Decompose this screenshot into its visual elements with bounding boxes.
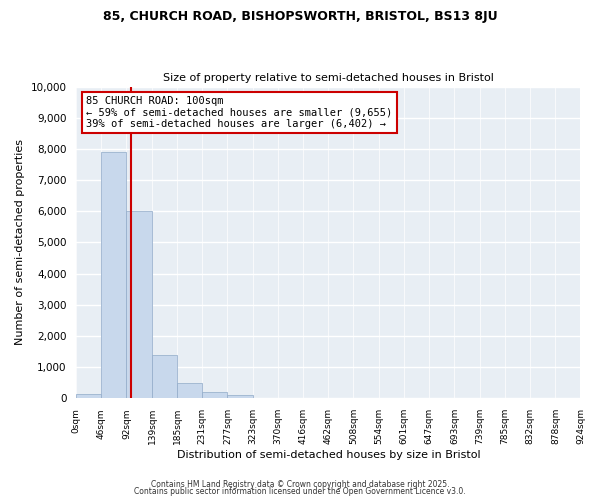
Bar <box>76 394 101 398</box>
Bar <box>152 354 177 399</box>
Bar <box>202 392 227 398</box>
Text: Contains HM Land Registry data © Crown copyright and database right 2025.: Contains HM Land Registry data © Crown c… <box>151 480 449 489</box>
Text: 85, CHURCH ROAD, BISHOPSWORTH, BRISTOL, BS13 8JU: 85, CHURCH ROAD, BISHOPSWORTH, BRISTOL, … <box>103 10 497 23</box>
Bar <box>127 212 152 398</box>
X-axis label: Distribution of semi-detached houses by size in Bristol: Distribution of semi-detached houses by … <box>176 450 480 460</box>
Title: Size of property relative to semi-detached houses in Bristol: Size of property relative to semi-detach… <box>163 73 494 83</box>
Bar <box>227 395 253 398</box>
Bar <box>177 383 202 398</box>
Text: 85 CHURCH ROAD: 100sqm
← 59% of semi-detached houses are smaller (9,655)
39% of : 85 CHURCH ROAD: 100sqm ← 59% of semi-det… <box>86 96 392 129</box>
Text: Contains public sector information licensed under the Open Government Licence v3: Contains public sector information licen… <box>134 487 466 496</box>
Bar <box>101 152 127 398</box>
Y-axis label: Number of semi-detached properties: Number of semi-detached properties <box>15 140 25 346</box>
